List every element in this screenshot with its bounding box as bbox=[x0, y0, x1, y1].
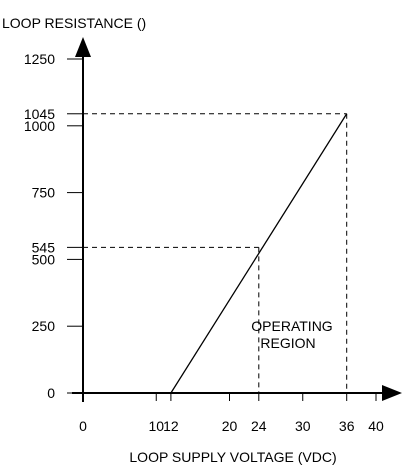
x-tick-label-10: 10 bbox=[148, 418, 164, 434]
series-layer bbox=[170, 113, 348, 394]
x-tick-label-24: 24 bbox=[251, 418, 267, 434]
operating-region-label-line-1: OPERATING bbox=[251, 318, 332, 334]
y-tick-label-500: 500 bbox=[32, 251, 56, 267]
x-tick-label-12: 12 bbox=[163, 418, 179, 434]
y-tick-label-1250: 1250 bbox=[24, 51, 55, 67]
x-tick-label-36: 36 bbox=[339, 418, 355, 434]
axes bbox=[72, 37, 402, 402]
y-axis-arrow bbox=[75, 37, 91, 57]
y-tick-label-545: 545 bbox=[32, 239, 56, 255]
x-axis-arrow bbox=[382, 385, 402, 401]
x-axis-label: LOOP SUPPLY VOLTAGE (VDC) bbox=[129, 449, 336, 465]
y-tick-label-750: 750 bbox=[32, 185, 56, 201]
operating-region-label-line-2: REGION bbox=[260, 335, 315, 351]
x-tick-label-0: 0 bbox=[79, 418, 87, 434]
x-tick-label-20: 20 bbox=[222, 418, 238, 434]
y-axis-label: LOOP RESISTANCE () bbox=[2, 15, 146, 31]
series-line-0 bbox=[170, 113, 348, 394]
x-tick-label-30: 30 bbox=[295, 418, 311, 434]
reference-lines bbox=[83, 113, 348, 393]
y-tick-label-0: 0 bbox=[47, 385, 55, 401]
x-tick-layer: 0 10 12 20 24 30 36 40 bbox=[79, 393, 384, 434]
x-tick-label-40: 40 bbox=[368, 418, 384, 434]
y-tick-label-250: 250 bbox=[32, 318, 56, 334]
y-tick-label-1045: 1045 bbox=[24, 106, 55, 122]
y-tick-label-1000: 1000 bbox=[24, 118, 55, 134]
